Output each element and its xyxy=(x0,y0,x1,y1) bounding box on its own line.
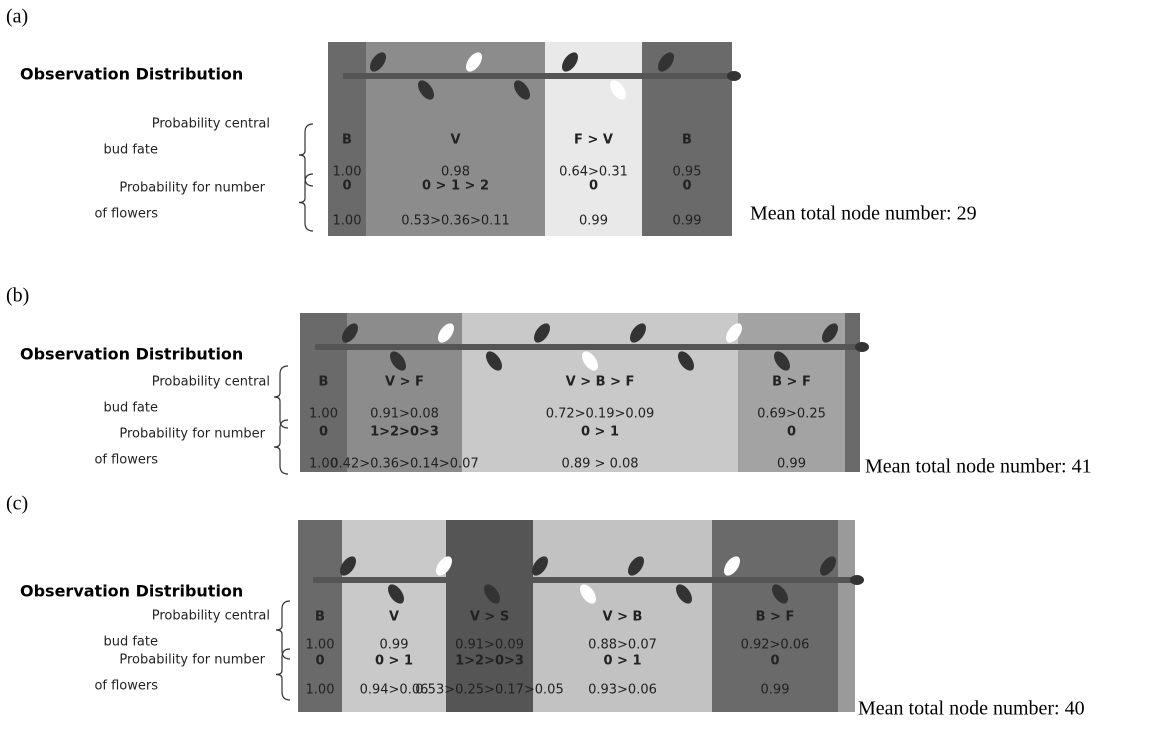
fate-prob: 0.88>0.07 xyxy=(588,638,657,653)
flower-prob: 0.53>0.25>0.17>0.05 xyxy=(415,683,563,698)
fate: B > F xyxy=(756,610,795,625)
row-label: Probability central xyxy=(152,609,270,624)
fate-prob: 0.95 xyxy=(673,165,702,180)
flower-prob: 0.93>0.06 xyxy=(588,683,657,698)
row-label: Probability for number xyxy=(119,181,265,196)
panel-label: (b) xyxy=(6,285,29,307)
stem-tip xyxy=(727,71,741,81)
heading: Observation Distribution xyxy=(20,65,243,84)
flowers: 0 xyxy=(315,654,324,669)
fate-prob: 0.91>0.09 xyxy=(455,638,524,653)
figure: (a) Observation Distribution Probability c… xyxy=(0,0,1174,742)
flower-prob: 1.00 xyxy=(333,214,362,229)
segment-bg xyxy=(462,313,738,472)
row-label: Probability central xyxy=(152,117,270,132)
flower-prob: 1.00 xyxy=(306,683,335,698)
flowers: 0 > 1 > 2 xyxy=(422,179,489,194)
heading: Observation Distribution xyxy=(20,345,243,364)
fate-prob: 0.69>0.25 xyxy=(757,407,826,422)
row-label: of flowers xyxy=(94,679,158,694)
flowers: 0 > 1 xyxy=(603,654,641,669)
brace xyxy=(276,601,290,659)
flower-prob: 0.53>0.36>0.11 xyxy=(401,214,510,229)
fate: V xyxy=(450,133,460,148)
mean-node-number: Mean total node number: 29 xyxy=(750,203,977,225)
flower-prob: 0.89 > 0.08 xyxy=(561,457,638,472)
flowers: 0 xyxy=(787,425,796,440)
fate: B xyxy=(319,375,329,390)
fate: B > F xyxy=(772,375,811,390)
segment-bg xyxy=(300,313,347,472)
fate-prob: 0.99 xyxy=(380,638,409,653)
segment-bg xyxy=(845,313,860,472)
fate: V > B > F xyxy=(566,375,635,390)
fate: B xyxy=(682,133,692,148)
stem-tip xyxy=(850,575,864,585)
row-label: of flowers xyxy=(94,207,158,222)
mean-node-number: Mean total node number: 40 xyxy=(858,698,1085,720)
flowers: 0 xyxy=(342,179,351,194)
fate-prob: 0.64>0.31 xyxy=(559,165,628,180)
fate: B xyxy=(315,610,325,625)
fate-prob: 1.00 xyxy=(306,638,335,653)
flower-prob: 0.42>0.36>0.14>0.07 xyxy=(330,457,478,472)
fate: V xyxy=(389,610,399,625)
panel-label: (c) xyxy=(6,493,28,515)
flowers: 0 > 1 xyxy=(581,425,619,440)
heading: Observation Distribution xyxy=(20,582,243,601)
fate: V > F xyxy=(385,375,424,390)
panel: (b) Observation Distribution Probability c… xyxy=(6,285,1092,478)
fate-prob: 0.91>0.08 xyxy=(370,407,439,422)
flowers: 0 xyxy=(682,179,691,194)
fate-prob: 0.92>0.06 xyxy=(741,638,810,653)
flowers: 0 xyxy=(770,654,779,669)
segment-bg xyxy=(838,520,855,712)
brace xyxy=(274,366,288,428)
row-label: Probability for number xyxy=(119,653,265,668)
stem-tip xyxy=(855,342,869,352)
fate: V > S xyxy=(470,610,509,625)
flowers: 0 xyxy=(319,425,328,440)
flowers: 1>2>0>3 xyxy=(455,654,524,669)
panel: (c) Observation Distribution Probability c… xyxy=(6,493,1085,720)
mean-node-number: Mean total node number: 41 xyxy=(865,456,1092,478)
flowers: 0 xyxy=(589,179,598,194)
row-label: Probability central xyxy=(152,375,270,390)
fate-prob: 0.98 xyxy=(441,165,470,180)
fate: F > V xyxy=(574,133,613,148)
panel: (a) Observation Distribution Probability c… xyxy=(6,6,977,236)
flowers: 0 > 1 xyxy=(375,654,413,669)
flowers: 1>2>0>3 xyxy=(370,425,439,440)
flower-prob: 0.99 xyxy=(761,683,790,698)
row-label: bud fate xyxy=(103,635,158,650)
row-label: Probability for number xyxy=(119,427,265,442)
fate: B xyxy=(342,133,352,148)
flower-prob: 0.99 xyxy=(673,214,702,229)
panel-label: (a) xyxy=(6,6,28,28)
fate-prob: 1.00 xyxy=(333,165,362,180)
row-label: bud fate xyxy=(103,401,158,416)
fate: V > B xyxy=(603,610,643,625)
fate-prob: 1.00 xyxy=(309,407,338,422)
row-label: bud fate xyxy=(103,143,158,158)
fate-prob: 0.72>0.19>0.09 xyxy=(546,407,655,422)
flower-prob: 0.99 xyxy=(579,214,608,229)
row-label: of flowers xyxy=(94,453,158,468)
flower-prob: 0.99 xyxy=(777,457,806,472)
